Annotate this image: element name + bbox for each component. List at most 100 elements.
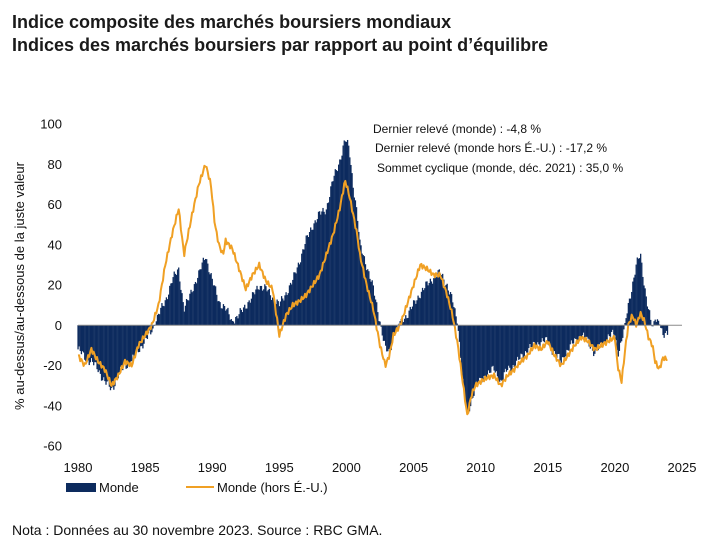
monde-bar xyxy=(515,325,518,361)
monde-bar xyxy=(438,269,440,326)
monde-bar xyxy=(645,296,647,326)
monde-bar xyxy=(426,281,428,326)
monde-bar xyxy=(100,325,103,381)
monde-bar xyxy=(231,320,234,326)
monde-bar xyxy=(377,312,379,326)
monde-bar xyxy=(527,325,529,354)
monde-bar xyxy=(524,325,527,352)
monde-bar xyxy=(626,313,628,326)
monde-bar xyxy=(535,325,538,347)
monde-bar xyxy=(485,325,487,381)
monde-bar xyxy=(354,200,357,326)
monde-bar xyxy=(414,300,416,326)
monde-bar xyxy=(619,325,622,343)
monde-bar xyxy=(204,258,207,326)
monde-bar xyxy=(470,325,472,407)
monde-bar xyxy=(629,298,632,326)
monde-bar xyxy=(121,325,123,370)
y-tick-label: -20 xyxy=(43,358,62,373)
monde-bar xyxy=(491,325,493,367)
monde-bar xyxy=(404,318,406,326)
monde-bar xyxy=(660,325,662,328)
monde-bar xyxy=(294,272,296,326)
monde-bar xyxy=(293,272,295,326)
monde-bar xyxy=(206,259,208,326)
monde-bar xyxy=(79,325,81,351)
monde-bar xyxy=(382,325,385,341)
monde-bar xyxy=(339,159,341,326)
monde-bar xyxy=(223,306,226,326)
monde-bar xyxy=(156,314,159,326)
monde-bar xyxy=(168,294,170,326)
monde-bar xyxy=(487,325,490,371)
monde-bar xyxy=(473,325,475,396)
monde-bar xyxy=(323,211,325,326)
monde-bar xyxy=(435,277,437,326)
monde-bar xyxy=(228,314,230,326)
monde-bar xyxy=(531,325,533,348)
monde-bar xyxy=(534,325,537,348)
monde-bar xyxy=(379,321,381,326)
monde-bar xyxy=(652,325,654,327)
monde-bar xyxy=(151,325,153,333)
monde-bar xyxy=(572,325,575,344)
monde-bar xyxy=(160,307,162,326)
monde-bar xyxy=(246,308,248,326)
monde-bar xyxy=(236,315,238,326)
annotation-cyclical-peak: Sommet cyclique (monde, déc. 2021) : 35,… xyxy=(377,161,623,175)
monde-bar xyxy=(562,325,565,358)
monde-bar xyxy=(641,262,643,326)
monde-bar xyxy=(222,304,225,326)
monde-bar xyxy=(625,318,627,326)
monde-bar xyxy=(125,325,127,369)
monde-bar xyxy=(618,325,621,351)
monde-bar xyxy=(556,325,558,358)
monde-bar xyxy=(334,169,336,326)
monde-bar xyxy=(317,211,320,326)
monde-bar xyxy=(183,311,185,326)
monde-bar xyxy=(407,317,409,326)
x-tick-label: 2015 xyxy=(533,460,562,475)
x-tick-label: 2025 xyxy=(668,460,697,475)
monde-bar xyxy=(577,325,579,342)
monde-bar xyxy=(560,325,562,363)
monde-bar xyxy=(358,231,360,326)
monde-bar xyxy=(597,325,599,351)
monde-bar xyxy=(580,325,583,340)
monde-bar xyxy=(122,325,124,371)
monde-bar xyxy=(477,325,480,384)
monde-bar xyxy=(78,325,80,347)
monde-bar xyxy=(195,283,198,326)
monde-bar xyxy=(555,325,557,356)
monde-bar xyxy=(119,325,122,367)
monde-bar xyxy=(324,214,326,326)
monde-bar xyxy=(599,325,602,343)
monde-bar xyxy=(283,300,285,326)
monde-bar xyxy=(525,325,528,353)
monde-bar xyxy=(316,219,319,326)
monde-bar xyxy=(208,272,210,326)
y-tick-label: 40 xyxy=(48,237,62,252)
monde-bar xyxy=(284,295,286,326)
monde-bar xyxy=(140,325,142,347)
monde-bar xyxy=(143,325,145,344)
monde-bar xyxy=(173,271,175,326)
monde-bar xyxy=(588,325,590,347)
monde-bar xyxy=(579,325,581,338)
monde-bar xyxy=(405,315,407,326)
monde-bar xyxy=(537,325,539,343)
monde-bar xyxy=(547,325,549,343)
monde-bar xyxy=(301,253,303,326)
monde-bar xyxy=(615,325,617,341)
monde-bar xyxy=(471,325,473,399)
monde-bar xyxy=(289,282,292,326)
monde-bar xyxy=(654,319,656,326)
monde-bar xyxy=(342,145,344,326)
footnote: Nota : Données au 30 novembre 2023. Sour… xyxy=(12,522,383,538)
monde-bar xyxy=(233,323,236,326)
monde-bar xyxy=(616,325,618,351)
monde-bar xyxy=(610,325,613,332)
monde-bar xyxy=(98,325,100,371)
monde-bar xyxy=(390,325,392,351)
monde-bar xyxy=(179,281,181,326)
